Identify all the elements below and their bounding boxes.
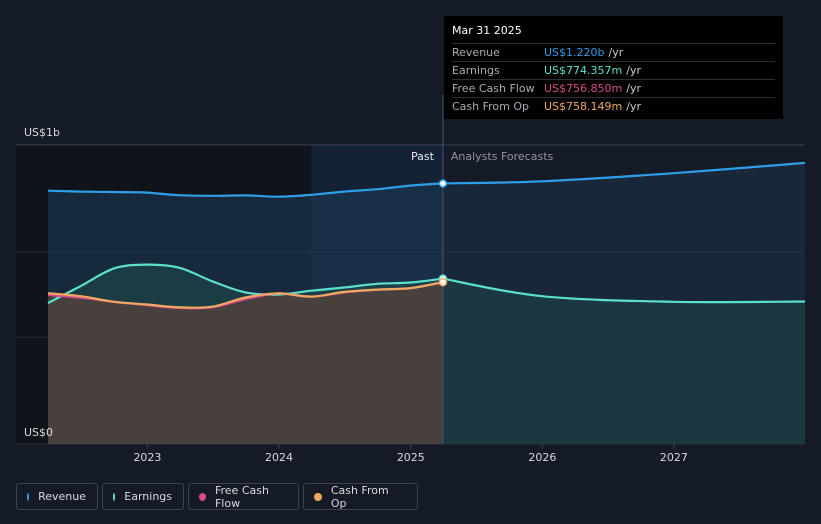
legend-dot-icon [314,492,322,501]
x-tick-label: 2026 [528,451,556,464]
legend-item-free-cash-flow[interactable]: Free Cash Flow [188,483,299,510]
forecast-line-revenue [442,161,806,185]
tooltip-value: US$756.850m [544,82,623,95]
tooltip-row-revenue: Revenue US$1.220b /yr [452,43,775,61]
series-markers [438,179,448,287]
x-tick-label: 2025 [397,451,425,464]
tooltip-value: US$758.149m [544,100,623,113]
y-axis-top-label: US$1b [24,126,60,139]
legend-item-earnings[interactable]: Earnings [102,483,184,510]
tooltip-unit: /yr [626,100,641,113]
tooltip-unit: /yr [608,46,624,59]
forecast-area-earnings [442,278,805,444]
tooltip-row-free-cash-flow: Free Cash Flow US$756.850m /yr [452,79,775,97]
forecast-line-earnings [442,277,806,304]
tooltip: Mar 31 2025 Revenue US$1.220b /yr Earnin… [444,16,783,119]
series-lines [47,161,806,310]
tooltip-label: Revenue [452,46,500,59]
marker-cash-from-op [438,277,448,287]
legend-label: Free Cash Flow [214,483,269,510]
forecast-area-revenue [442,162,805,444]
legend-dot-icon [27,492,30,501]
tooltip-label: Cash From Op [452,100,530,113]
tooltip-row-cash-from-op: Cash From Op US$758.149m /yr [452,97,775,115]
legend: Revenue Earnings Free Cash Flow Cash Fro… [16,483,418,510]
legend-item-cash-from-op[interactable]: Cash From Op [303,483,418,510]
x-axis-ticks: 2023 2024 2025 2026 2027 [133,444,688,464]
legend-label: Revenue [38,490,86,503]
x-tick-label: 2027 [660,451,688,464]
legend-label: Cash From Op [330,483,389,510]
legend-label: Earnings [124,490,172,503]
x-tick-label: 2023 [133,451,161,464]
tooltip-unit: /yr [626,64,641,77]
legend-item-revenue[interactable]: Revenue [16,483,98,510]
tooltip-value: US$774.357m [544,64,623,77]
past-label: Past [411,150,435,163]
legend-dot-icon [199,492,206,501]
tooltip-label: Earnings [452,64,500,77]
series-areas [48,162,805,444]
tooltip-date: Mar 31 2025 [452,24,522,37]
tooltip-row-earnings: Earnings US$774.357m /yr [452,61,775,79]
area-cash-from-op [48,282,443,444]
legend-dot-icon [113,492,116,501]
tooltip-label: Free Cash Flow [452,82,535,95]
marker-revenue [438,179,448,188]
tooltip-unit: /yr [626,82,641,95]
line-earnings [47,263,444,304]
line-revenue [47,182,443,198]
y-axis-bottom-label: US$0 [24,426,53,439]
tooltip-value: US$1.220b [544,46,605,59]
forecast-label: Analysts Forecasts [451,150,554,163]
x-tick-label: 2024 [265,451,293,464]
line-cash-from-op [47,281,444,309]
